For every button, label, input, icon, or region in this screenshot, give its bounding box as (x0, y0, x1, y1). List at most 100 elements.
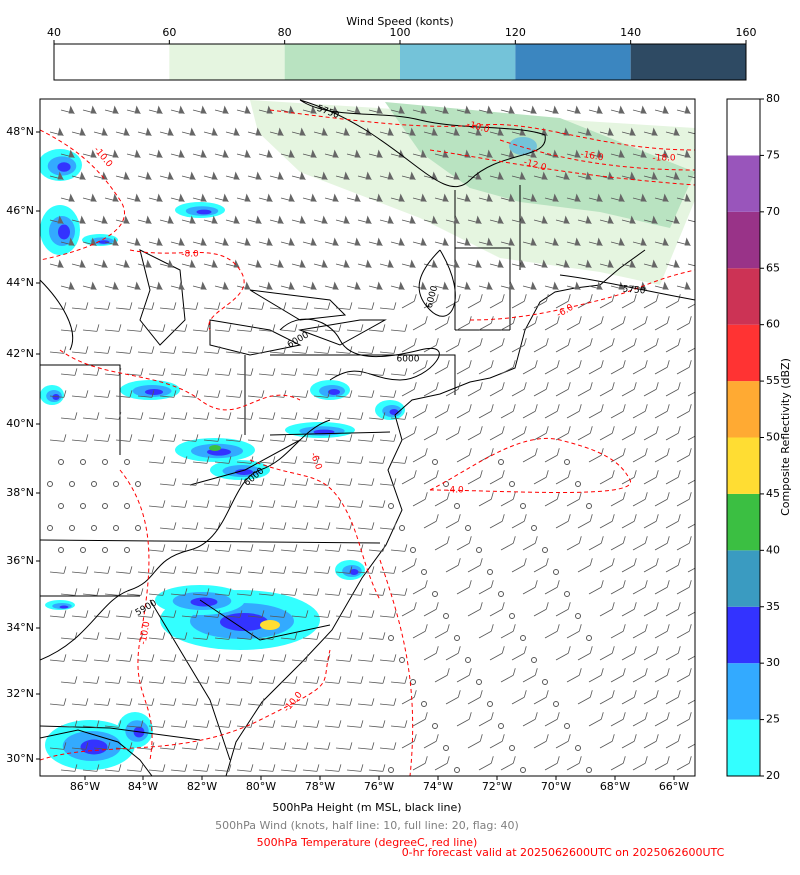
barb (368, 681, 383, 684)
barb (49, 747, 64, 750)
barb-feather (534, 360, 538, 368)
barb-feather (424, 360, 428, 368)
barb-feather (413, 602, 417, 610)
barb-feather (600, 404, 604, 412)
barb-feather (435, 646, 439, 654)
barb-flag (354, 193, 361, 202)
barb-flag (453, 127, 460, 136)
barb-flag (145, 215, 152, 224)
barb-feather (107, 346, 111, 354)
barb (170, 549, 185, 552)
barb-flag (431, 215, 438, 224)
barb-flag (101, 259, 108, 268)
barb (181, 659, 196, 662)
barb (104, 681, 119, 684)
barb-feather (316, 588, 320, 596)
barb (555, 388, 569, 397)
barb (676, 410, 690, 419)
barb (687, 347, 695, 353)
reflectivity-color-bin (727, 719, 760, 776)
barb-flag (321, 171, 328, 180)
barb-feather (217, 610, 221, 618)
barb-feather (272, 324, 276, 332)
barb-feather (501, 734, 505, 742)
barb (126, 681, 141, 684)
barb (60, 637, 75, 640)
boundaries (40, 185, 646, 776)
barb-feather (666, 580, 670, 588)
barb-flag (255, 259, 262, 268)
barb (478, 410, 492, 419)
barb-feather (622, 624, 626, 632)
barb-feather (129, 390, 133, 398)
barb (654, 762, 668, 771)
barb (203, 527, 218, 530)
barb-flag (321, 259, 328, 268)
barb-feather (63, 566, 67, 574)
lat-tick-label: 38°N (6, 486, 34, 499)
lat-tick-label: 42°N (6, 347, 34, 360)
barb-feather (349, 742, 353, 750)
barb (401, 300, 415, 309)
barb (643, 300, 657, 309)
barb-feather (85, 434, 89, 442)
calm (102, 547, 108, 553)
barb-feather (677, 294, 681, 302)
barb-feather (567, 646, 571, 654)
barb-flag (530, 237, 537, 246)
barb-flag (629, 127, 636, 136)
barb-feather (184, 764, 188, 772)
barb-flag (398, 281, 405, 290)
barb (60, 681, 75, 684)
barb (588, 410, 602, 419)
barb-feather (140, 632, 144, 640)
barb-feather (611, 338, 615, 346)
barb-feather (479, 338, 483, 346)
barb-flag (376, 237, 383, 246)
barb (269, 307, 284, 310)
barb-feather (239, 654, 243, 662)
barb-flag (167, 259, 174, 268)
barb (170, 725, 185, 728)
calm (443, 745, 449, 751)
barb-feather (468, 404, 472, 412)
barb (599, 300, 613, 309)
barb-feather (305, 434, 309, 442)
barb-feather (294, 720, 298, 728)
barb (599, 696, 613, 705)
barb-feather (589, 558, 593, 566)
barb-flag (618, 193, 625, 202)
barb-feather (688, 712, 692, 720)
barb-feather (228, 500, 232, 508)
barb-flag (310, 149, 317, 158)
wind-color-bin (400, 44, 516, 80)
barb (665, 696, 679, 705)
barb (93, 615, 108, 618)
calm (476, 679, 482, 685)
barb-flag (519, 171, 526, 180)
barb (533, 476, 547, 485)
barb (654, 542, 668, 551)
barb (434, 762, 448, 771)
barb-feather (283, 698, 287, 706)
barb (533, 388, 547, 397)
barb (533, 344, 547, 353)
barb-flag (145, 171, 152, 180)
barb (137, 615, 152, 618)
barb-feather (545, 294, 549, 302)
barb (203, 659, 218, 662)
barb (346, 549, 361, 552)
barb (643, 564, 657, 573)
barb-flag (112, 193, 119, 202)
barb-flag (255, 215, 262, 224)
barb-feather (457, 294, 461, 302)
barb (654, 366, 668, 375)
barb (280, 505, 295, 508)
barb (665, 608, 679, 617)
barb (346, 769, 361, 772)
barb-feather (567, 426, 571, 434)
barb (214, 417, 229, 420)
barb-feather (283, 610, 287, 618)
barb (137, 439, 152, 442)
wind-tick-label: 100 (390, 26, 411, 39)
